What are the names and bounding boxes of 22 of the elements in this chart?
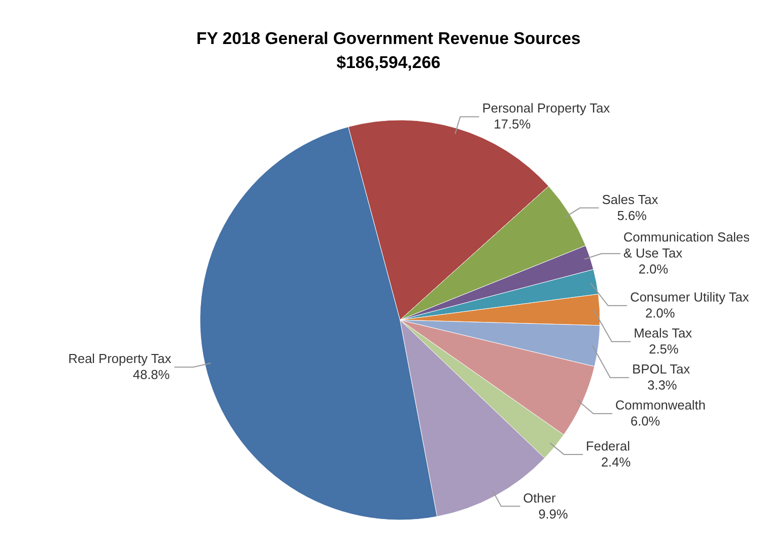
data-label: 48.8% bbox=[132, 367, 170, 382]
data-label: 17.5% bbox=[494, 116, 532, 132]
slice-label: Sales Tax bbox=[602, 192, 659, 207]
data-label: 2.0% bbox=[638, 262, 669, 277]
data-label: 3.3% bbox=[647, 378, 678, 393]
slice-label: Communication Sales & Use Tax bbox=[623, 230, 750, 261]
slice-label: Commonwealth bbox=[615, 398, 706, 413]
data-label: 2.0% bbox=[645, 306, 676, 321]
chart-subtitle: $186,594,266 bbox=[336, 53, 440, 72]
chart-title: FY 2018 General Government Revenue Sources bbox=[196, 29, 581, 48]
data-label: 9.9% bbox=[538, 506, 568, 522]
slice-label: Real Property Tax bbox=[68, 351, 172, 366]
slice-label: Federal bbox=[586, 438, 630, 454]
slice-label: BPOL Tax bbox=[632, 362, 690, 377]
data-label: 6.0% bbox=[630, 414, 661, 429]
slice-label: Other bbox=[523, 490, 556, 506]
data-label: 2.5% bbox=[648, 342, 679, 357]
data-label: 5.6% bbox=[617, 208, 648, 223]
data-label: 2.4% bbox=[601, 454, 632, 470]
slice-label: Consumer Utility Tax bbox=[630, 290, 750, 305]
slice-label: Meals Tax bbox=[634, 326, 693, 341]
slice-label: Personal Property Tax bbox=[482, 100, 610, 116]
